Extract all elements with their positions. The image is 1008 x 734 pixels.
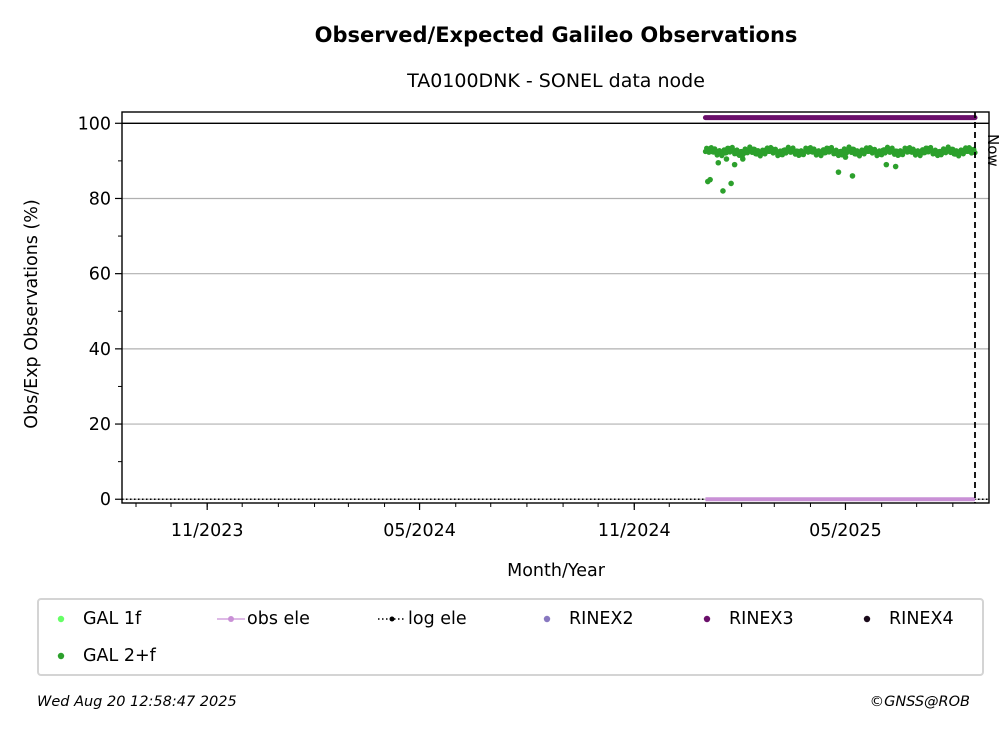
- legend-marker: [57, 615, 65, 623]
- y-tick-label: 60: [89, 265, 111, 285]
- gal-2f-point: [818, 153, 824, 159]
- x-axis-label: Month/Year: [507, 561, 606, 581]
- credit: ©GNSS@ROB: [869, 694, 970, 710]
- legend-item: obs ele: [217, 608, 310, 630]
- legend-item: RINEX2: [539, 608, 634, 630]
- legend-marker: [863, 615, 871, 623]
- y-tick-label: 40: [89, 340, 111, 360]
- gal-2f-point: [707, 176, 713, 183]
- x-tick-label: 11/2023: [171, 521, 244, 541]
- now-label: Now: [984, 134, 1002, 167]
- gal-2f-point: [728, 180, 734, 187]
- chart-title: Observed/Expected Galileo Observations: [315, 23, 798, 47]
- y-tick-label: 100: [78, 114, 111, 134]
- timestamp: Wed Aug 20 12:58:47 2025: [37, 694, 237, 710]
- gal-2f-point: [715, 159, 722, 166]
- gal-2f-point: [739, 156, 746, 162]
- legend-marker: [543, 615, 551, 623]
- legend-item: GAL 2+f: [53, 645, 156, 667]
- y-tick-label: 80: [89, 189, 111, 209]
- x-tick-label: 05/2024: [383, 521, 456, 541]
- gal-2f-point: [790, 145, 796, 151]
- y-tick-label: 0: [100, 490, 111, 510]
- y-tick-label: 20: [89, 415, 111, 435]
- gal-2f-point: [892, 163, 899, 170]
- gal-2f-point: [842, 154, 849, 160]
- legend-item: RINEX3: [699, 608, 794, 630]
- y-axis-label: Obs/Exp Observations (%): [22, 199, 42, 429]
- gal-2f-point: [720, 188, 726, 194]
- gal-2f-point: [889, 145, 895, 151]
- legend-marker: [378, 616, 406, 622]
- legend-item: log ele: [378, 608, 467, 630]
- legend-label: log ele: [408, 609, 467, 629]
- gal-2f-point: [917, 153, 923, 159]
- legend-marker: [57, 652, 65, 660]
- gal-2f-point: [731, 161, 738, 168]
- legend-label: GAL 1f: [83, 609, 142, 629]
- gal-2f-point: [883, 161, 890, 168]
- legend-item: RINEX4: [859, 608, 954, 630]
- legend-label: obs ele: [247, 609, 310, 629]
- x-tick-label: 11/2024: [598, 521, 671, 541]
- legend-label: GAL 2+f: [83, 646, 156, 666]
- gal-2f-point: [835, 169, 842, 175]
- legend-item: GAL 1f: [53, 608, 141, 630]
- legend-marker: [217, 616, 245, 622]
- legend: GAL 1f obs ele log ele RINEX2 RINEX3 RINEX4 GA…: [37, 598, 984, 676]
- legend-label: RINEX4: [889, 609, 954, 629]
- plot-frame: [121, 111, 990, 504]
- legend-label: RINEX2: [569, 609, 634, 629]
- legend-label: RINEX3: [729, 609, 794, 629]
- chart-subtitle: TA0100DNK - SONEL data node: [406, 70, 705, 92]
- gal-2f-point: [849, 173, 856, 179]
- gal-2f-point: [719, 153, 725, 159]
- legend-marker: [703, 615, 711, 623]
- chart: Observed/Expected Galileo Observations T…: [22, 23, 1002, 581]
- x-tick-label: 05/2025: [809, 521, 882, 541]
- gal-2f-point: [723, 156, 730, 162]
